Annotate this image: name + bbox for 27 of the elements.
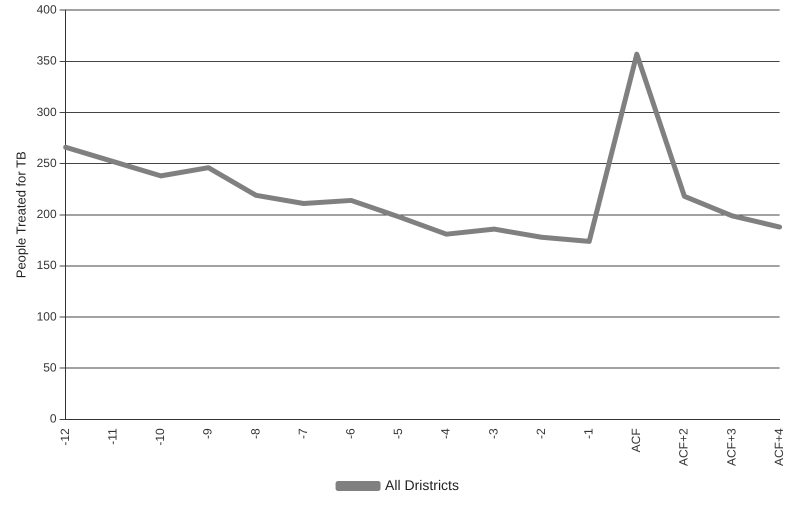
x-tick-label: -10 xyxy=(153,428,168,446)
x-tick-label: -5 xyxy=(391,428,406,439)
y-axis-title: People Treated for TB xyxy=(13,151,28,278)
y-tick-label: 100 xyxy=(36,309,57,324)
y-tick-label: 350 xyxy=(36,54,57,68)
x-tick-label: ACF xyxy=(629,428,644,452)
x-tick-label: ACF+2 xyxy=(676,428,691,466)
x-tick-label: -6 xyxy=(344,428,358,439)
x-tick-label: -9 xyxy=(200,428,215,439)
y-tick-label: 50 xyxy=(43,360,57,374)
y-tick-label: 0 xyxy=(50,412,57,426)
x-tick-label: -11 xyxy=(106,428,120,445)
y-tick-label: 400 xyxy=(36,2,57,17)
legend-label: All Dristricts xyxy=(385,476,459,493)
x-tick-label: -3 xyxy=(486,428,500,439)
x-tick-label: -12 xyxy=(58,428,72,446)
y-tick-label: 300 xyxy=(36,104,57,119)
x-tick-label: -2 xyxy=(534,428,548,439)
x-tick-label: -7 xyxy=(296,428,310,439)
y-tick-label: 150 xyxy=(36,258,57,272)
y-tick-label: 200 xyxy=(36,207,57,222)
y-tick-label: 250 xyxy=(36,156,57,170)
x-tick-label: -8 xyxy=(248,428,262,439)
x-tick-label: -1 xyxy=(582,428,596,439)
x-tick-label: -4 xyxy=(438,428,453,439)
x-tick-label: ACF+4 xyxy=(772,428,786,466)
x-tick-label: ACF+3 xyxy=(724,428,738,466)
